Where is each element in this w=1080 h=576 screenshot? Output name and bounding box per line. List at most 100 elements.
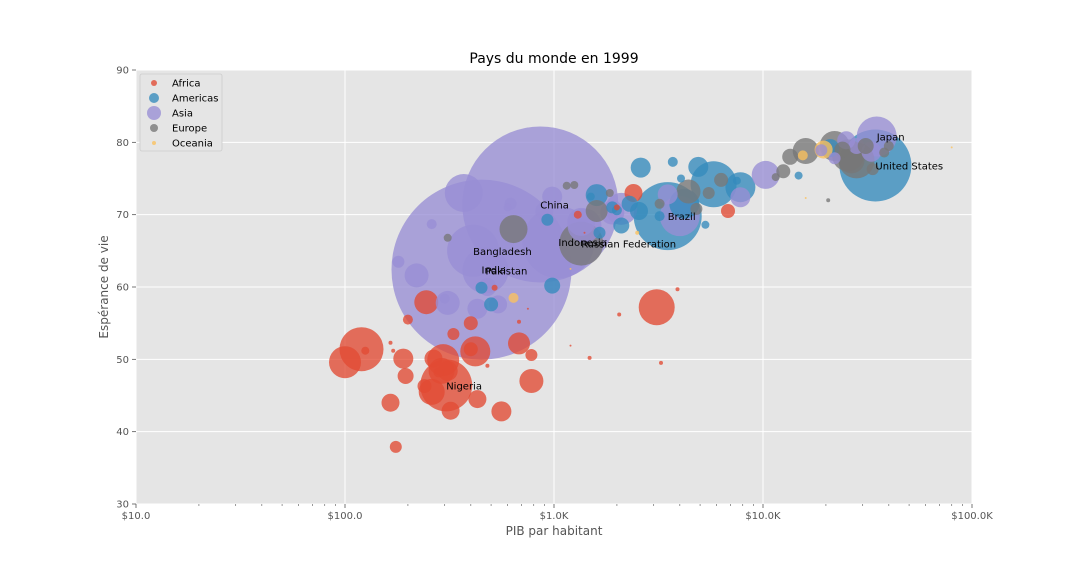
- point-africa: [402, 314, 413, 325]
- annotations: Japan United States China Brazil IndonesiaRu…: [446, 133, 943, 393]
- legend-box: [139, 73, 223, 152]
- annotation-label: United States: [875, 162, 943, 173]
- y-tick-label: 30: [116, 500, 129, 511]
- point-americas: [621, 195, 638, 212]
- point-asia: [542, 186, 563, 207]
- annotation-label: Pakistan: [486, 266, 528, 277]
- point-americas: [667, 156, 678, 167]
- point-africa: [437, 360, 458, 381]
- point-africa: [485, 363, 490, 368]
- point-americas: [630, 157, 651, 178]
- point-europe: [857, 138, 874, 154]
- point-asia: [815, 144, 828, 157]
- point-oceania: [950, 146, 953, 149]
- legend-label-americas: Americas: [172, 94, 218, 105]
- point-americas: [613, 217, 630, 234]
- point-asia: [435, 290, 460, 315]
- x-tick-label: $100.0K: [951, 511, 993, 522]
- legend-marker-africa: [151, 80, 157, 86]
- x-axis-label: PIB par habitant: [506, 524, 603, 538]
- point-africa: [587, 355, 592, 360]
- x-tick-label: $10.0K: [745, 511, 781, 522]
- point-africa: [526, 307, 529, 310]
- legend-marker-oceania: [152, 141, 156, 145]
- legend-label-asia: Asia: [172, 109, 193, 120]
- point-africa: [441, 401, 460, 420]
- legend: Africa Americas Asia Europe Oceania: [139, 73, 223, 152]
- point-europe: [499, 215, 528, 244]
- point-africa: [463, 342, 478, 357]
- point-africa: [573, 210, 582, 219]
- y-tick-label: 70: [116, 210, 129, 221]
- point-africa: [433, 367, 444, 378]
- annotation-label: Japan: [876, 133, 905, 144]
- point-europe: [443, 233, 452, 242]
- legend-label-europe: Europe: [172, 124, 207, 135]
- y-tick-label: 80: [116, 138, 129, 149]
- point-asia: [426, 219, 437, 230]
- point-americas: [544, 277, 561, 294]
- point-europe: [776, 164, 791, 179]
- y-axis-label: Espérance de vie: [97, 235, 111, 338]
- point-europe: [676, 179, 701, 204]
- annotation-label: Indonesia: [558, 238, 606, 249]
- point-asia: [657, 184, 678, 205]
- point-oceania: [804, 197, 807, 199]
- annotation-label: Russian Federation: [581, 240, 676, 251]
- legend-label-africa: Africa: [172, 79, 201, 90]
- legend-marker-americas: [149, 93, 159, 103]
- point-africa: [583, 231, 586, 234]
- annotation-label: China: [540, 201, 569, 212]
- point-americas: [688, 156, 709, 177]
- point-africa: [361, 346, 370, 355]
- point-africa: [525, 349, 538, 361]
- point-oceania: [569, 267, 572, 270]
- point-africa: [381, 393, 400, 412]
- point-asia: [503, 203, 512, 212]
- point-asia: [444, 174, 483, 212]
- point-africa: [388, 340, 393, 345]
- point-americas: [794, 171, 803, 180]
- y-tick-label: 50: [116, 355, 129, 366]
- point-africa: [447, 328, 460, 340]
- point-africa: [424, 349, 443, 368]
- point-asia: [467, 298, 488, 319]
- point-asia: [392, 255, 405, 268]
- point-americas: [475, 281, 488, 294]
- point-europe: [690, 202, 703, 215]
- annotation-label: India: [482, 266, 507, 277]
- point-africa: [491, 284, 498, 291]
- point-oceania: [635, 230, 640, 235]
- point-africa: [463, 316, 478, 331]
- point-africa: [721, 204, 735, 218]
- point-americas: [541, 213, 554, 226]
- legend-label-oceania: Oceania: [172, 139, 213, 150]
- y-tick-label: 60: [116, 283, 129, 294]
- point-africa: [659, 360, 663, 365]
- point-africa: [468, 390, 487, 409]
- annotation-label: Bangladesh: [473, 247, 532, 258]
- point-africa: [391, 348, 396, 353]
- point-americas: [732, 176, 741, 185]
- legend-marker-europe: [150, 124, 158, 132]
- axis-ticks: 30 40 50 60 70 80 90 $10.0 $100.0 $1.0K $10.0K $100…: [116, 66, 993, 523]
- point-americas: [701, 220, 710, 229]
- point-asia: [751, 160, 780, 189]
- point-africa: [569, 344, 572, 347]
- x-tick-label: $100.0: [328, 511, 363, 522]
- point-asia: [730, 187, 751, 208]
- point-africa: [417, 379, 432, 394]
- point-europe: [714, 172, 729, 187]
- point-americas: [586, 192, 595, 201]
- point-europe: [826, 198, 831, 203]
- y-tick-label: 40: [116, 427, 129, 438]
- point-africa: [508, 332, 530, 355]
- point-europe: [562, 181, 571, 190]
- point-africa: [617, 312, 622, 317]
- point-americas: [677, 174, 685, 183]
- data-points: [329, 116, 953, 453]
- point-oceania: [797, 150, 808, 161]
- point-africa: [517, 319, 521, 324]
- point-europe: [834, 141, 851, 158]
